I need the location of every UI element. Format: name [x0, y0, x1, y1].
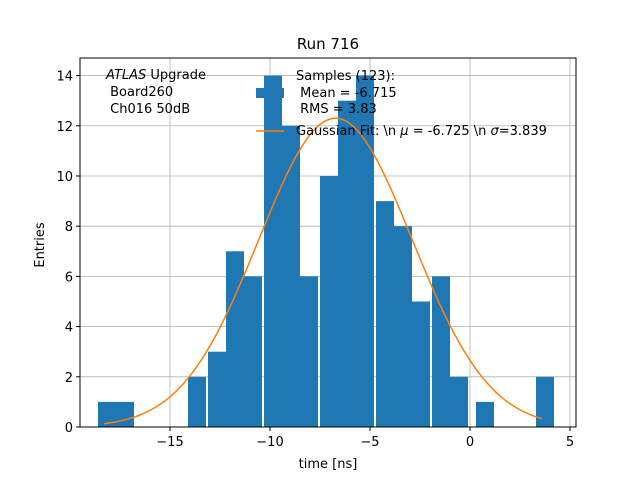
legend-fit-mid: = -6.725 \n: [409, 124, 491, 139]
y-tick-label: 2: [65, 371, 73, 386]
x-tick-label: 5: [566, 435, 574, 450]
histogram-bars: [98, 75, 554, 428]
x-axis-label: time [ns]: [299, 457, 358, 472]
y-tick-label: 0: [65, 421, 73, 436]
gaussian-fit-curve: [103, 117, 543, 425]
legend-samples-line: Samples (123):: [296, 69, 395, 84]
y-tick-label: 4: [65, 321, 73, 336]
legend-fit-end: =3.839: [499, 124, 547, 139]
legend-fit-prefix: Gaussian Fit: \n: [296, 124, 400, 139]
histogram-bar: [356, 75, 374, 428]
histogram-bar: [282, 125, 300, 427]
y-axis-label: Entries: [33, 222, 48, 268]
chart-title: Run 716: [297, 35, 359, 53]
annotation-line-2: Board260: [106, 85, 173, 100]
histogram-bar: [450, 376, 468, 427]
histogram-bar: [116, 401, 134, 427]
histogram-bar: [476, 401, 494, 427]
legend-fit-sigma: σ: [491, 124, 500, 139]
x-tick-label: −15: [156, 435, 183, 450]
legend-fit-label: Gaussian Fit: \n μ = -6.725 \n σ=3.839: [296, 124, 547, 139]
y-tick-label: 10: [56, 170, 73, 185]
y-axis-ticks: 0 2 4 6 8 10 12 14: [56, 70, 80, 436]
y-tick-label: 8: [65, 220, 73, 235]
legend-rms-line: RMS = 3.83: [296, 102, 377, 117]
histogram-bar: [188, 376, 206, 427]
annotation-atlas: ATLAS: [105, 68, 146, 83]
y-tick-label: 12: [56, 120, 73, 135]
x-axis-ticks: −15 −10 −5 0 5: [156, 427, 574, 450]
histogram-bar: [208, 351, 226, 427]
histogram-bar: [264, 75, 282, 428]
histogram-bar: [98, 401, 116, 427]
histogram-bar: [432, 276, 450, 427]
atlas-annotation: ATLAS Upgrade Board260 Ch016 50dB: [105, 68, 206, 117]
legend-mean-line: Mean = -6.715: [296, 86, 397, 101]
histogram-bar: [536, 376, 554, 427]
legend-histogram-swatch: [256, 88, 284, 98]
y-tick-label: 6: [65, 270, 73, 285]
x-tick-label: 0: [466, 435, 474, 450]
histogram-bar: [300, 276, 318, 427]
legend: Samples (123): Mean = -6.715 RMS = 3.83 …: [256, 69, 547, 139]
histogram-bar: [338, 100, 356, 428]
histogram-bar: [394, 226, 412, 427]
histogram-bar: [320, 175, 338, 427]
histogram-bar: [226, 251, 244, 427]
histogram-bar: [244, 276, 262, 427]
histogram-bar: [376, 201, 394, 427]
annotation-upgrade: Upgrade: [146, 68, 206, 83]
axes-frame: [79, 57, 577, 428]
x-tick-label: −5: [360, 435, 379, 450]
histogram-bar: [412, 301, 430, 427]
legend-fit-mu: μ: [399, 124, 408, 139]
y-tick-label: 14: [56, 70, 73, 85]
annotation-line-1: ATLAS Upgrade: [105, 68, 206, 83]
annotation-line-3: Ch016 50dB: [106, 102, 190, 117]
x-tick-label: −10: [256, 435, 283, 450]
